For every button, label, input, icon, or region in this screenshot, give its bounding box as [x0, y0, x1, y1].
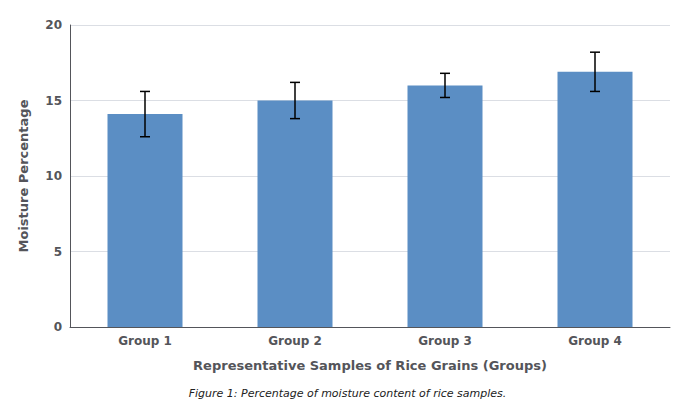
svg-text:0: 0	[54, 320, 62, 334]
svg-text:Moisture Percentage: Moisture Percentage	[16, 99, 31, 252]
svg-text:20: 20	[45, 18, 62, 32]
svg-text:Group 1: Group 1	[118, 334, 172, 348]
svg-text:15: 15	[45, 94, 62, 108]
svg-text:10: 10	[45, 169, 62, 183]
svg-text:Group 4: Group 4	[568, 334, 622, 348]
svg-text:Representative Samples of Rice: Representative Samples of Rice Grains (G…	[193, 358, 547, 373]
svg-text:Group 3: Group 3	[418, 334, 472, 348]
svg-text:Figure 1: Percentage of moistu: Figure 1: Percentage of moisture content…	[189, 387, 507, 400]
svg-text:Group 2: Group 2	[268, 334, 322, 348]
svg-text:5: 5	[54, 245, 62, 259]
